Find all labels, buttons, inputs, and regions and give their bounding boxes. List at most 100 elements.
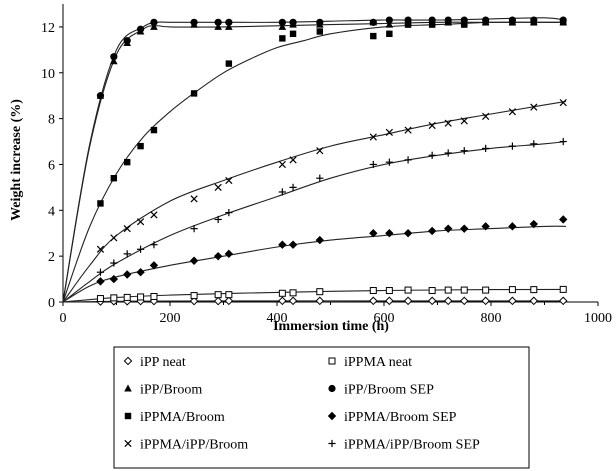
series-4 bbox=[97, 19, 567, 207]
x-tick-label: 200 bbox=[160, 311, 181, 326]
data-point bbox=[482, 19, 489, 26]
data-point bbox=[428, 121, 436, 130]
x-tick-label: 1000 bbox=[584, 311, 612, 326]
data-point bbox=[150, 22, 158, 30]
data-point bbox=[530, 286, 538, 294]
data-point bbox=[214, 183, 222, 192]
data-point bbox=[150, 18, 158, 26]
series-1 bbox=[96, 285, 567, 303]
legend-entry: iPP/Broom SEP bbox=[328, 383, 434, 398]
data-point bbox=[190, 90, 198, 97]
data-point bbox=[385, 16, 393, 24]
data-point bbox=[403, 296, 413, 306]
data-point bbox=[190, 292, 198, 300]
y-tick-label: 10 bbox=[41, 67, 55, 82]
series-7 bbox=[96, 137, 567, 276]
data-point bbox=[460, 224, 469, 233]
x-tick-label: 400 bbox=[267, 311, 288, 326]
legend-entry: iPP/Broom bbox=[124, 383, 202, 398]
data-point bbox=[136, 268, 145, 277]
data-point bbox=[530, 140, 538, 148]
data-point bbox=[137, 293, 145, 301]
data-point bbox=[190, 18, 198, 26]
data-point bbox=[385, 128, 393, 136]
data-point bbox=[150, 292, 158, 300]
data-point bbox=[508, 286, 516, 294]
data-point bbox=[369, 229, 378, 238]
legend-marker bbox=[124, 412, 132, 420]
data-point bbox=[225, 209, 233, 217]
data-point bbox=[444, 149, 452, 157]
data-point bbox=[110, 259, 118, 267]
data-point bbox=[289, 18, 297, 26]
data-point bbox=[289, 289, 297, 297]
data-point bbox=[404, 156, 412, 164]
legend-marker bbox=[328, 439, 336, 448]
x-tick-label: 800 bbox=[481, 311, 502, 326]
data-point bbox=[529, 296, 539, 306]
data-point bbox=[444, 286, 452, 294]
data-point bbox=[190, 195, 198, 203]
data-point bbox=[288, 296, 298, 306]
data-point bbox=[559, 285, 567, 293]
data-point bbox=[444, 224, 453, 233]
data-point bbox=[288, 240, 298, 249]
data-point bbox=[529, 219, 538, 229]
data-point bbox=[224, 249, 234, 259]
data-point bbox=[386, 30, 393, 37]
y-tick-label: 6 bbox=[48, 158, 55, 173]
data-point bbox=[289, 183, 297, 191]
legend-marker bbox=[328, 357, 336, 365]
data-point bbox=[213, 296, 223, 306]
data-point bbox=[190, 225, 198, 233]
data-point bbox=[110, 234, 118, 242]
x-tick-label: 600 bbox=[374, 311, 395, 326]
data-point bbox=[508, 296, 517, 306]
fit-curve bbox=[62, 288, 566, 303]
data-point bbox=[443, 296, 453, 306]
fit-curve bbox=[62, 21, 566, 303]
fit-curve bbox=[62, 17, 566, 303]
data-point bbox=[225, 18, 233, 26]
data-point bbox=[508, 222, 517, 231]
legend-box bbox=[113, 346, 530, 469]
data-point bbox=[509, 19, 516, 26]
data-point bbox=[278, 289, 286, 297]
data-point bbox=[278, 296, 287, 306]
x-tick-label: 0 bbox=[60, 311, 67, 326]
data-point bbox=[150, 241, 158, 249]
y-axis-title: Weight increase (%) bbox=[9, 99, 24, 221]
axes: 0 200 400 600 800 1000 0 2 4 6 8 10 12 bbox=[41, 4, 612, 326]
series-5 bbox=[96, 215, 568, 286]
data-point bbox=[96, 245, 105, 253]
legend-label: iPPMA/Broom SEP bbox=[344, 410, 457, 425]
data-points bbox=[96, 16, 568, 306]
legend-entry: iPP neat bbox=[123, 355, 186, 370]
data-point bbox=[123, 37, 131, 45]
y-tick-label: 0 bbox=[48, 296, 55, 311]
data-point bbox=[404, 126, 412, 134]
data-point bbox=[558, 296, 568, 306]
data-point bbox=[96, 295, 104, 303]
data-point bbox=[481, 222, 490, 231]
legend-marker bbox=[123, 356, 133, 366]
data-point bbox=[213, 251, 223, 261]
data-point bbox=[385, 229, 394, 238]
fit-curve bbox=[62, 21, 566, 303]
data-point bbox=[109, 274, 119, 284]
legend-label: iPPMA/iPP/Broom bbox=[140, 438, 248, 453]
data-point bbox=[482, 286, 490, 294]
data-point bbox=[316, 147, 324, 155]
data-point bbox=[315, 296, 325, 306]
legend-marker bbox=[327, 411, 337, 421]
data-point bbox=[289, 156, 297, 164]
data-point bbox=[110, 53, 118, 61]
data-point bbox=[123, 270, 132, 279]
data-point bbox=[316, 18, 324, 26]
legend-label: iPP/Broom SEP bbox=[344, 383, 434, 398]
legend-entry: iPPMA/iPP/Broom bbox=[124, 438, 248, 453]
data-point bbox=[385, 158, 393, 166]
legend-label: iPPMA/Broom bbox=[140, 410, 225, 425]
data-point bbox=[137, 142, 144, 150]
